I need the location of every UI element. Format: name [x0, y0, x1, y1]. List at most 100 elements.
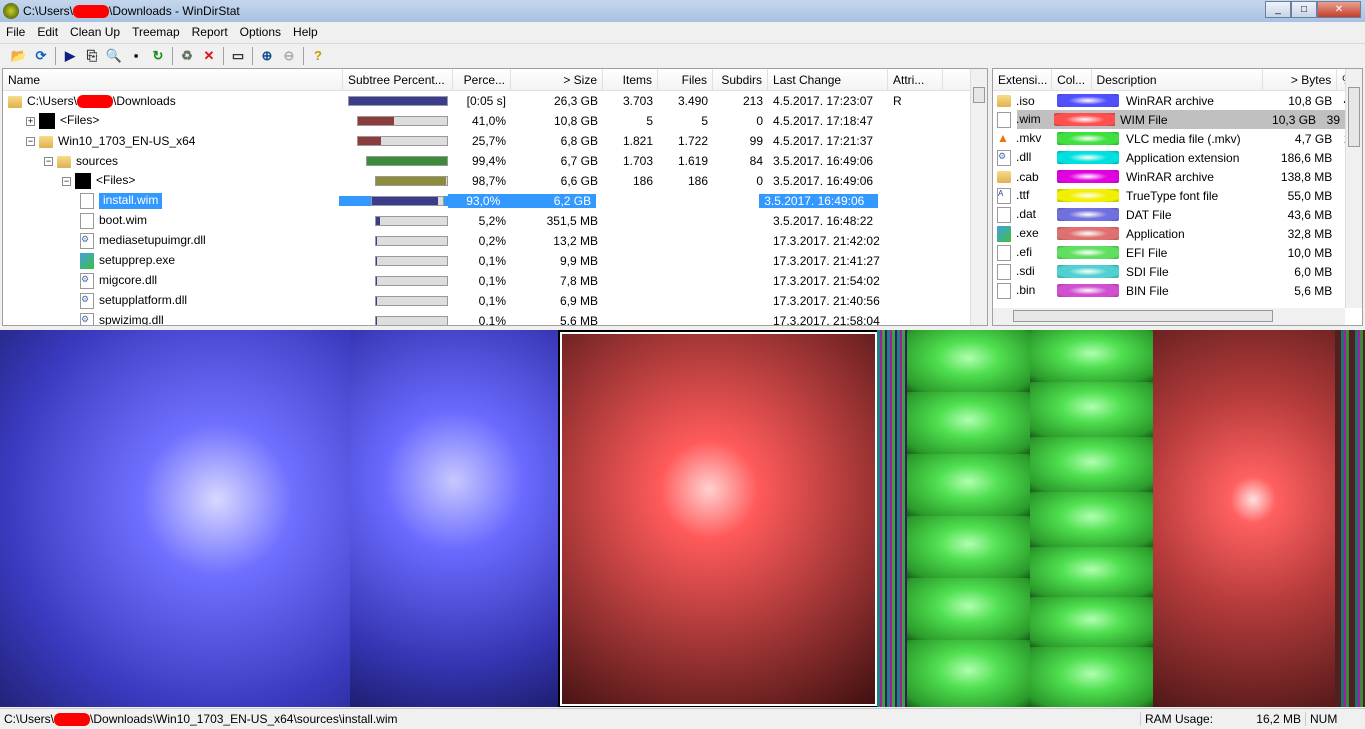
expand-icon[interactable]: + — [26, 115, 35, 126]
menu-clean-up[interactable]: Clean Up — [70, 25, 121, 39]
zoom-out-icon[interactable]: ⊖ — [283, 47, 295, 63]
cell-pct: 25,7% — [471, 134, 506, 148]
tree-row[interactable]: ⚙ migcore.dll 0,1% 7,8 MB 17.3.2017. 21:54:0… — [3, 271, 987, 291]
treemap-install-wim-selected[interactable] — [560, 332, 877, 706]
tree-row[interactable]: − Win10_1703_EN-US_x64 25,7% 6,8 GB 1.821 1.7… — [3, 131, 987, 151]
treemap-mkv-cell[interactable] — [1030, 330, 1153, 382]
tree-row[interactable]: − sources 99,4% 6,7 GB 1.703 1.619 84 3.5.2017.… — [3, 151, 987, 171]
cell-pct: 99,4% — [471, 154, 506, 168]
column-header[interactable]: Description — [1092, 69, 1264, 90]
treemap-mkv[interactable] — [907, 330, 1153, 707]
tree-row[interactable]: setupprep.exe 0,1% 9,9 MB 17.3.2017. 21:41:… — [3, 251, 987, 271]
zoom-in-icon[interactable]: ⊕ — [261, 47, 273, 63]
close-button[interactable]: ✕ — [1317, 1, 1361, 18]
treemap-mkv-cell[interactable] — [907, 640, 1030, 707]
treemap-iso-2[interactable] — [350, 330, 558, 707]
cell-bytes: 10,3 GB — [1272, 112, 1317, 127]
tree-row[interactable]: ⚙ mediasetupuimgr.dll 0,2% 13,2 MB 17.3.2017… — [3, 231, 987, 251]
treemap-iso-1[interactable] — [0, 330, 350, 707]
treemap-mkv-cell[interactable] — [907, 516, 1030, 578]
help-icon[interactable]: ? — [314, 47, 322, 63]
menu-report[interactable]: Report — [191, 25, 228, 39]
column-header[interactable]: Files — [658, 69, 713, 90]
recycle-icon[interactable]: ♻ — [181, 47, 193, 63]
maximize-button[interactable]: □ — [1291, 1, 1317, 18]
column-header[interactable]: Extensi... — [993, 69, 1053, 90]
column-header[interactable]: Perce... — [453, 69, 511, 90]
tree-row[interactable]: − <Files> 98,7% 6,6 GB 186 186 0 3.5.2017. 16:4… — [3, 171, 987, 191]
tree-row[interactable]: install.wim 93,0% 6,2 GB 3.5.2017. 16:49:06 — [3, 191, 932, 211]
column-header[interactable]: Col... — [1052, 69, 1092, 90]
treemap-small-files[interactable] — [877, 330, 907, 707]
column-header[interactable]: > Size — [511, 69, 603, 90]
collapse-icon[interactable]: − — [26, 136, 35, 147]
extension-hscrollbar[interactable] — [993, 308, 1345, 325]
column-header[interactable]: Last Change — [768, 69, 888, 90]
collapse-icon[interactable]: − — [62, 175, 71, 186]
tree-row[interactable]: + <Files> 41,0% 10,8 GB 5 5 0 4.5.2017. 17:18:4… — [3, 111, 987, 131]
menu-file[interactable]: File — [6, 25, 26, 39]
menu-help[interactable]: Help — [293, 25, 318, 39]
treemap-misc[interactable] — [1335, 330, 1365, 707]
exe-icon — [80, 253, 94, 269]
column-header[interactable]: Attri... — [888, 69, 943, 90]
treemap-mkv-cell[interactable] — [1030, 597, 1153, 647]
treemap-iso-3[interactable] — [1153, 330, 1335, 707]
collapse-icon[interactable]: − — [44, 156, 53, 167]
menu-treemap[interactable]: Treemap — [132, 25, 180, 39]
folder-icon — [39, 135, 53, 148]
cmd-icon[interactable]: ▪ — [133, 47, 139, 63]
cell-desc: Application extension — [1125, 150, 1240, 165]
cell-desc: WinRAR archive — [1125, 169, 1214, 184]
treemap-mkv-cell[interactable] — [1030, 382, 1153, 437]
column-header[interactable]: Items — [603, 69, 658, 90]
treemap-mkv-cell[interactable] — [1030, 437, 1153, 492]
treemap-mkv-cell[interactable] — [907, 330, 1030, 392]
minimize-button[interactable]: _ — [1265, 1, 1291, 18]
column-header[interactable]: Name — [3, 69, 343, 90]
extension-row[interactable]: .wim WIM File 10,3 GB 39 — [993, 110, 1345, 129]
tree-row[interactable]: C:\Users\ \Downloads [0:05 s] 26,3 GB 3.703 3… — [3, 91, 987, 111]
cell-bytes: 43,6 MB — [1287, 207, 1333, 222]
column-header[interactable]: Subdirs — [713, 69, 768, 90]
treemap-mkv-cell[interactable] — [907, 454, 1030, 516]
treemap-mkv-cell[interactable] — [907, 392, 1030, 454]
copy-icon[interactable]: ⎘ — [86, 47, 98, 63]
treemap-mkv-cell[interactable] — [907, 578, 1030, 640]
tree-row[interactable]: ⚙ spwizimg.dll 0,1% 5,6 MB 17.3.2017. 21:58:… — [3, 311, 987, 325]
delete-icon[interactable]: ✕ — [203, 47, 215, 63]
item-name: <Files> — [60, 113, 100, 128]
tree-row[interactable]: boot.wim 5,2% 351,5 MB 3.5.2017. 16:48:22 — [3, 211, 987, 231]
treemap-mkv-cell[interactable] — [1030, 647, 1153, 707]
open-icon[interactable]: 📂 — [10, 47, 28, 63]
treemap-mkv-cell[interactable] — [1030, 492, 1153, 547]
new-folder-icon[interactable]: ▭ — [231, 47, 245, 63]
explorer-icon[interactable]: 🔍 — [105, 47, 123, 63]
refresh-selected-icon[interactable]: ↻ — [152, 47, 164, 63]
menu-options[interactable]: Options — [239, 25, 282, 39]
column-header[interactable]: Subtree Percent... — [343, 69, 453, 90]
color-swatch — [1057, 170, 1120, 183]
ram-value: 16,2 MB — [1256, 712, 1301, 726]
column-header[interactable]: > Bytes — [1263, 69, 1338, 90]
cell-changed: 3.5.2017. 16:49:06 — [773, 154, 874, 168]
refresh-icon[interactable]: ⟳ — [35, 47, 47, 63]
menu-edit[interactable]: Edit — [37, 25, 59, 39]
tree-row[interactable]: ⚙ setupplatform.dll 0,1% 6,9 MB 17.3.2017. 2… — [3, 291, 987, 311]
tree-scrollbar[interactable] — [970, 69, 987, 325]
cell-desc: SDI File — [1125, 264, 1169, 279]
extension-vscrollbar[interactable] — [1345, 69, 1362, 308]
play-icon[interactable]: ▶ — [65, 47, 75, 63]
treemap[interactable] — [0, 330, 1365, 707]
treemap-mkv-cell[interactable] — [1030, 547, 1153, 597]
